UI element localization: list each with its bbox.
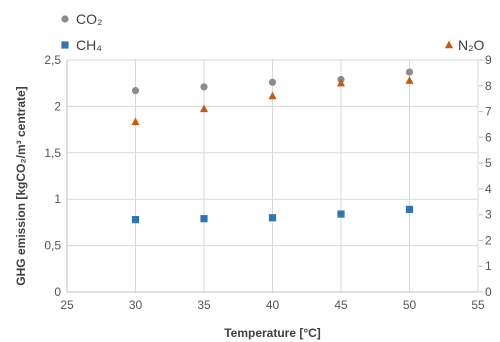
- co2-data-point: [405, 68, 414, 76]
- x-tick-label: 30: [129, 298, 143, 312]
- n2o-data-point: [131, 117, 140, 126]
- y-tick-label: 0,5: [44, 239, 61, 253]
- x-tick-label: 55: [471, 298, 485, 312]
- y-tick-label: 0: [54, 285, 61, 299]
- legend-marker-ch4: [61, 41, 69, 49]
- y2-tick-label: 0: [485, 285, 492, 299]
- ch4-data-point: [337, 210, 345, 218]
- x-tick-label: 45: [334, 298, 348, 312]
- y-tick-label: 1: [54, 192, 61, 206]
- n2o-data-point: [268, 91, 277, 100]
- data-points: [131, 68, 414, 224]
- n2o-data-point: [337, 78, 345, 87]
- legend-marker-n2o: [445, 40, 453, 49]
- ch4-data-point: [268, 214, 277, 222]
- y2-tick-label: 2: [485, 233, 492, 247]
- axes: [66, 59, 483, 293]
- ch4-data-point: [131, 216, 140, 224]
- y-tick-label: 1,5: [44, 146, 61, 160]
- ch4-data-point: [405, 205, 414, 214]
- x-axis-title: Temperature [°C]: [224, 326, 321, 340]
- y2-tick-label: 3: [485, 208, 492, 222]
- y2-tick-label: 1: [485, 259, 492, 273]
- legend-label-ch4: CH₄: [76, 37, 102, 53]
- ch4-data-point: [200, 215, 208, 223]
- y-tick-label: 2: [54, 99, 61, 113]
- n2o-data-point: [200, 104, 208, 113]
- y2-tick-label: 7: [485, 105, 492, 119]
- co2-data-point: [268, 78, 277, 86]
- co2-data-point: [200, 83, 208, 91]
- n2o-data-point: [405, 76, 414, 84]
- y2-tick-label: 8: [485, 79, 492, 93]
- x-tick-label: 40: [266, 298, 280, 312]
- y-axis-title: GHG emission [kgCO₂/m³ centrate]: [14, 86, 28, 285]
- co2-data-point: [131, 87, 140, 95]
- legend-label-co2: CO₂: [76, 11, 102, 27]
- x-tick-label: 25: [60, 298, 74, 312]
- y-tick-label: 2,5: [44, 53, 61, 67]
- y2-tick-label: 6: [485, 130, 492, 144]
- legend-label-n2o: N₂O: [458, 37, 485, 53]
- legend-marker-co2: [61, 15, 69, 23]
- y2-tick-label: 5: [485, 156, 492, 170]
- x-tick-label: 50: [403, 298, 417, 312]
- gridlines: [66, 59, 479, 293]
- y2-tick-label: 9: [485, 53, 492, 67]
- x-tick-label: 35: [197, 298, 211, 312]
- y2-tick-label: 4: [485, 182, 492, 196]
- legend: CO₂ CH₄ N₂O: [61, 11, 485, 53]
